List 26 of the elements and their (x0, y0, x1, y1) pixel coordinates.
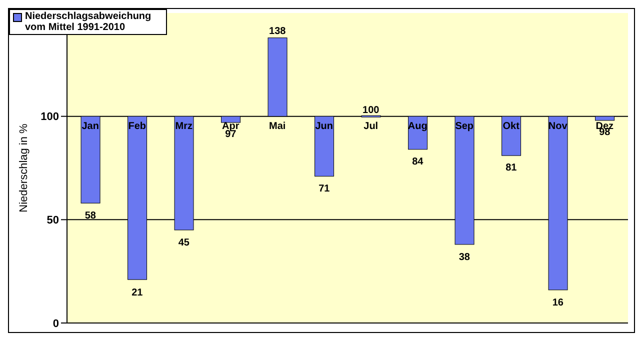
data-label: 58 (84, 210, 96, 222)
x-tick-label: Jun (315, 121, 334, 132)
x-tick-label: Jul (364, 121, 378, 132)
data-label: 21 (132, 287, 144, 298)
data-label: 100 (362, 105, 380, 116)
x-tick-label: Apr (222, 121, 240, 132)
x-tick-label: Okt (502, 121, 520, 132)
legend-label: Niederschlagsabweichung vom Mittel 1991-2010 (25, 11, 152, 33)
data-label: 97 (225, 129, 237, 140)
data-label: 38 (458, 252, 470, 263)
data-label: 138 (269, 26, 286, 37)
y-axis-title: Niederschlag in % (18, 123, 30, 212)
x-tick-label: Mai (269, 121, 286, 132)
y-tick-label: 0 (52, 318, 59, 330)
x-tick-label: Feb (128, 121, 146, 132)
x-tick-label: Jan (82, 121, 99, 132)
data-label: 45 (178, 237, 190, 248)
x-tick-label: Mrz (175, 121, 192, 132)
y-tick-label: 100 (40, 111, 59, 124)
data-label: 81 (506, 162, 518, 174)
y-tick-label: 50 (46, 214, 59, 227)
data-label: 84 (412, 156, 424, 168)
x-tick-label: Sep (455, 121, 474, 132)
data-label: 16 (552, 298, 564, 309)
data-label: 71 (318, 183, 330, 194)
x-tick-label: Nov (548, 121, 568, 132)
